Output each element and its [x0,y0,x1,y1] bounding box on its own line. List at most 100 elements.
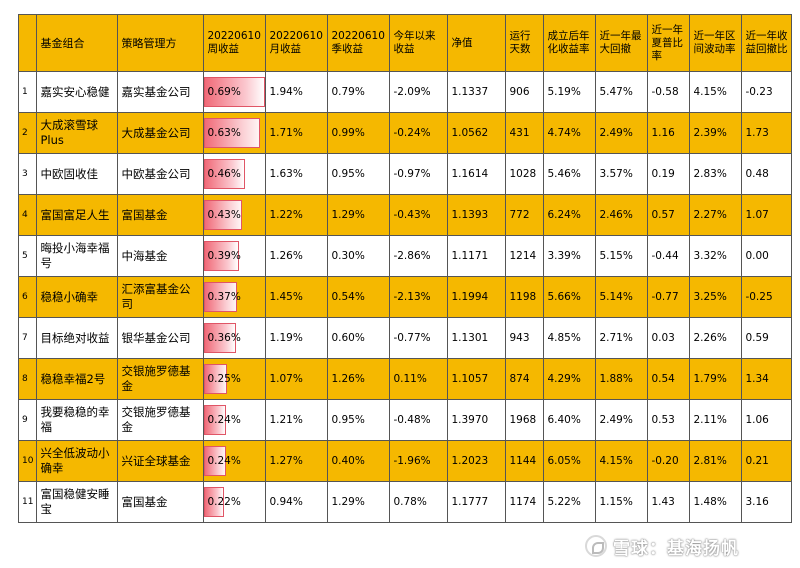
manager-name: 银华基金公司 [117,317,205,359]
volatility: 3.25% [689,276,743,318]
manager-name: 交银施罗德基金 [117,358,205,400]
weekly-return: 0.25% [207,373,241,385]
running-days: 1198 [505,276,545,318]
weekly-return-cell: 0.22% [203,481,267,523]
max-drawdown: 5.15% [595,235,649,277]
header-manager: 策略管理方 [117,14,205,72]
volatility: 2.26% [689,317,743,359]
table-row: 10 兴全低波动小确幸 兴证全球基金 0.24% 1.27% 0.40% -1.96% 1.2… [17,440,793,482]
return-drawdown-ratio: 0.48 [741,153,793,195]
row-index: 7 [17,317,38,359]
max-drawdown: 5.14% [595,276,649,318]
ytd-return: -0.24% [389,112,449,154]
max-drawdown: 1.88% [595,358,649,400]
running-days: 943 [505,317,545,359]
header-monthly-return: 20220610月收益 [265,14,329,72]
sharpe-ratio: -0.44 [647,235,691,277]
return-drawdown-ratio: 1.34 [741,358,793,400]
nav-value: 1.3970 [447,399,507,441]
manager-name: 嘉实基金公司 [117,71,205,113]
annualized-return: 4.74% [543,112,597,154]
fund-name: 中欧固收佳 [36,153,119,195]
volatility: 2.83% [689,153,743,195]
watermark-text: 雪球：基海扬帆 [613,538,739,559]
annualized-return: 3.39% [543,235,597,277]
max-drawdown: 2.71% [595,317,649,359]
max-drawdown: 1.15% [595,481,649,523]
nav-value: 1.1337 [447,71,507,113]
fund-name: 嘉实安心稳健 [36,71,119,113]
weekly-return-cell: 0.36% [203,317,267,359]
header-row: 基金组合 策略管理方 20220610周收益 20220610月收益 20220610季… [17,14,793,72]
header-sharpe: 近一年夏普比率 [647,14,691,72]
running-days: 906 [505,71,545,113]
annualized-return: 5.19% [543,71,597,113]
max-drawdown: 3.57% [595,153,649,195]
nav-value: 1.1057 [447,358,507,400]
nav-value: 1.1777 [447,481,507,523]
row-index: 9 [17,399,38,441]
monthly-return: 1.27% [265,440,329,482]
table-row: 9 我要稳稳的幸福 交银施罗德基金 0.24% 1.21% 0.95% -0.48% 1.39… [17,399,793,441]
volatility: 2.11% [689,399,743,441]
annualized-return: 5.22% [543,481,597,523]
quarterly-return: 1.29% [327,194,391,236]
header-ytd-return: 今年以来收益 [389,14,449,72]
volatility: 1.48% [689,481,743,523]
weekly-return-bar [204,159,246,189]
return-drawdown-ratio: 1.07 [741,194,793,236]
row-index: 8 [17,358,38,400]
fund-name: 晦投小海幸福号 [36,235,119,277]
ytd-return: -0.97% [389,153,449,195]
table-row: 11 富国稳健安睡宝 富国基金 0.22% 0.94% 1.29% 0.78% 1.1777 1… [17,481,793,523]
weekly-return-cell: 0.24% [203,440,267,482]
max-drawdown: 2.46% [595,194,649,236]
return-drawdown-ratio: -0.23 [741,71,793,113]
sharpe-ratio: 1.16 [647,112,691,154]
return-drawdown-ratio: -0.25 [741,276,793,318]
weekly-return-bar [204,323,237,353]
weekly-return-bar [204,487,224,517]
weekly-return-bar [204,241,239,271]
fund-portfolio-table: 基金组合 策略管理方 20220610周收益 20220610月收益 20220610季… [17,14,793,523]
nav-value: 1.1171 [447,235,507,277]
monthly-return: 1.45% [265,276,329,318]
row-index: 10 [17,440,38,482]
weekly-return-bar [204,446,226,476]
quarterly-return: 0.40% [327,440,391,482]
ytd-return: -2.86% [389,235,449,277]
table-row: 7 目标绝对收益 银华基金公司 0.36% 1.19% 0.60% -0.77% 1.1301… [17,317,793,359]
fund-name: 稳稳小确幸 [36,276,119,318]
return-drawdown-ratio: 1.73 [741,112,793,154]
sharpe-ratio: -0.77 [647,276,691,318]
manager-name: 富国基金 [117,481,205,523]
weekly-return-cell: 0.39% [203,235,267,277]
monthly-return: 1.19% [265,317,329,359]
table-row: 3 中欧固收佳 中欧基金公司 0.46% 1.63% 0.95% -0.97% 1.1614 1… [17,153,793,195]
header-weekly-return: 20220610周收益 [203,14,267,72]
quarterly-return: 0.60% [327,317,391,359]
sharpe-ratio: -0.58 [647,71,691,113]
fund-name: 富国富足人生 [36,194,119,236]
monthly-return: 1.94% [265,71,329,113]
header-nav: 净值 [447,14,507,72]
header-return-drawdown: 近一年收益回撤比 [741,14,793,72]
weekly-return-cell: 0.25% [203,358,267,400]
annualized-return: 6.40% [543,399,597,441]
ytd-return: -0.48% [389,399,449,441]
monthly-return: 1.26% [265,235,329,277]
row-index: 1 [17,71,38,113]
table-body: 1 嘉实安心稳健 嘉实基金公司 0.69% 1.94% 0.79% -2.09% 1.1337… [17,71,793,523]
monthly-return: 1.21% [265,399,329,441]
weekly-return: 0.24% [207,414,241,426]
running-days: 1968 [505,399,545,441]
quarterly-return: 0.30% [327,235,391,277]
ytd-return: -1.96% [389,440,449,482]
header-days: 运行天数 [505,14,545,72]
weekly-return-bar [204,118,261,148]
manager-name: 交银施罗德基金 [117,399,205,441]
table-row: 5 晦投小海幸福号 中海基金 0.39% 1.26% 0.30% -2.86% 1.1171 1… [17,235,793,277]
weekly-return: 0.63% [207,127,241,139]
running-days: 1144 [505,440,545,482]
running-days: 1214 [505,235,545,277]
